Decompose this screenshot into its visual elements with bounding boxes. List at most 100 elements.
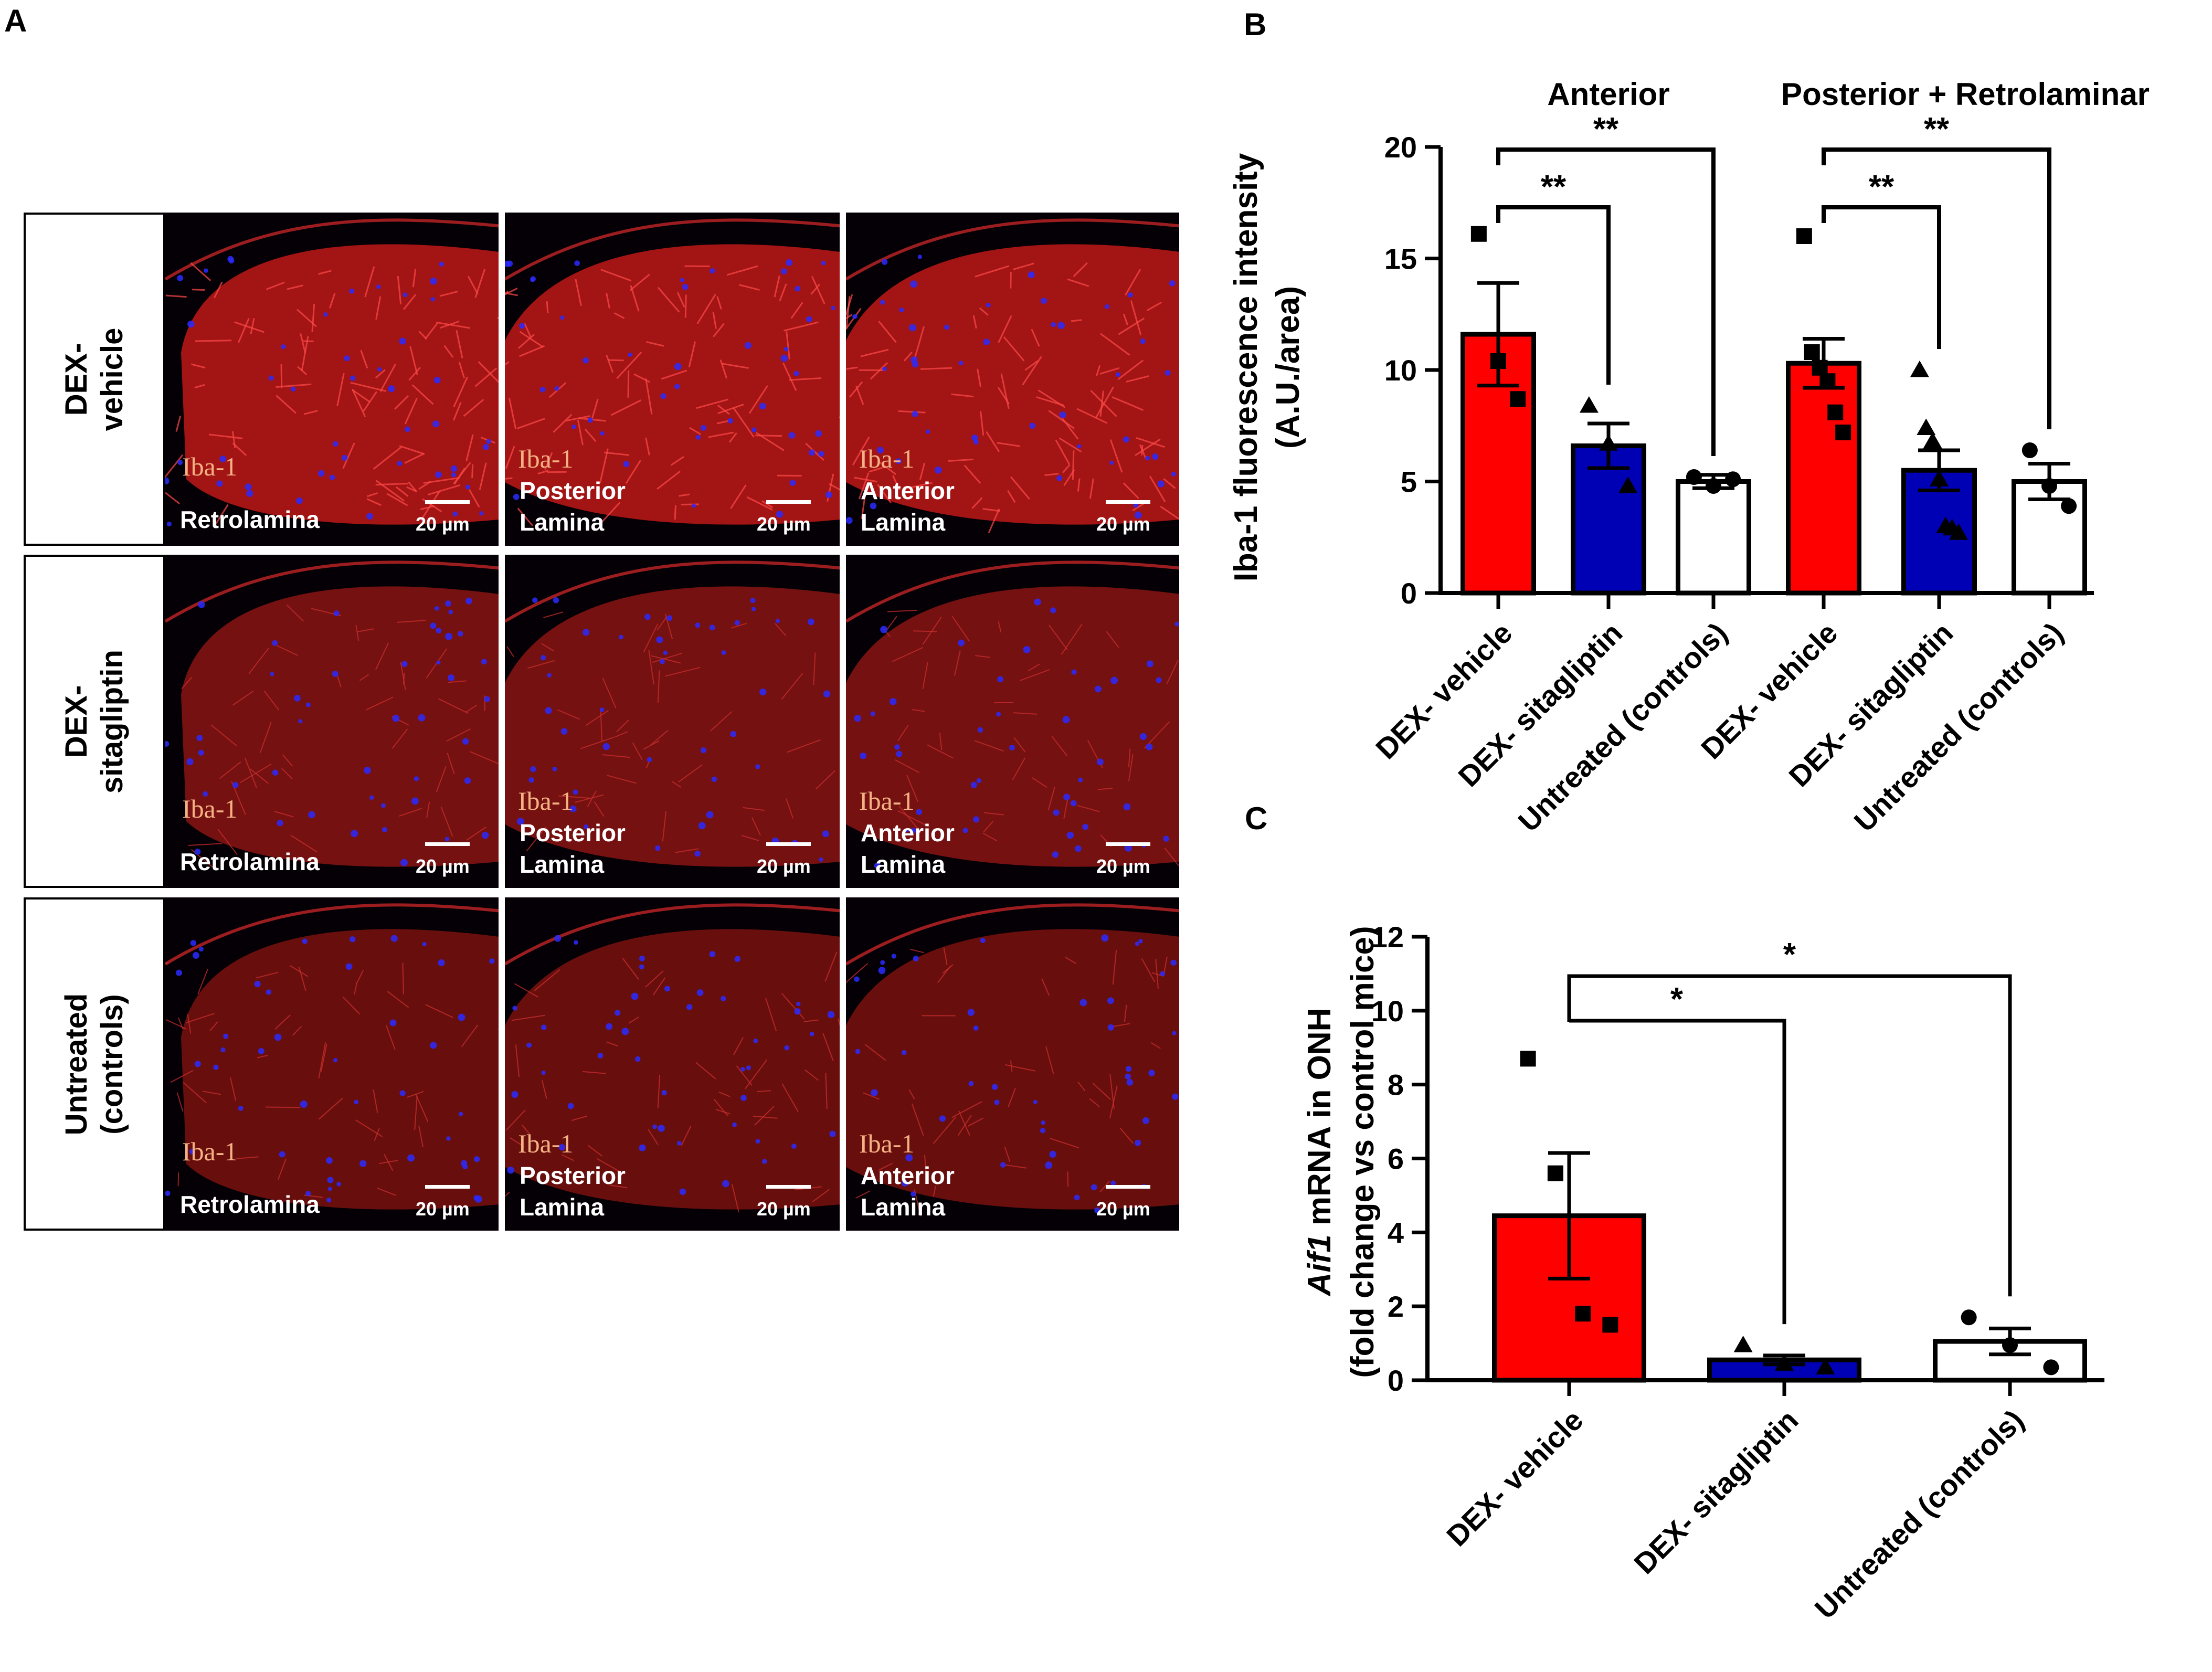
nucleus bbox=[809, 1031, 814, 1036]
nucleus bbox=[615, 1010, 621, 1016]
fiber bbox=[1135, 438, 1161, 457]
fiber bbox=[600, 708, 603, 741]
fiber bbox=[329, 292, 336, 309]
micrograph-tile-r1-c3: Iba-1 Anterior Lamina 20 µm bbox=[846, 213, 1179, 546]
fiber bbox=[627, 371, 630, 398]
nucleus bbox=[823, 690, 831, 698]
fiber bbox=[606, 1041, 618, 1046]
fiber bbox=[403, 673, 405, 685]
nucleus bbox=[658, 1125, 665, 1132]
nucleus bbox=[1057, 322, 1065, 329]
fiber bbox=[855, 386, 864, 405]
fiber bbox=[731, 1184, 739, 1212]
fiber bbox=[657, 617, 667, 631]
fiber bbox=[311, 304, 315, 332]
nucleus bbox=[432, 420, 440, 428]
fiber bbox=[933, 1186, 936, 1197]
fiber bbox=[373, 1089, 378, 1113]
nucleus bbox=[695, 435, 701, 440]
nucleus bbox=[541, 1024, 547, 1030]
nucleus bbox=[1156, 677, 1162, 683]
nucleus bbox=[539, 386, 546, 393]
nucleus bbox=[439, 261, 444, 267]
nucleus bbox=[558, 1144, 566, 1151]
fiber bbox=[519, 345, 545, 357]
nucleus bbox=[818, 451, 824, 457]
micrograph-tile-r3-c3: Iba-1 Anterior Lamina 20 µm bbox=[846, 897, 1179, 1231]
fiber bbox=[1124, 269, 1141, 296]
nucleus bbox=[403, 292, 408, 298]
nucleus bbox=[198, 749, 204, 756]
nucleus bbox=[351, 830, 358, 838]
nucleus bbox=[336, 1181, 341, 1187]
fiber bbox=[861, 486, 867, 520]
fiber bbox=[829, 483, 840, 491]
nucleus bbox=[512, 1006, 517, 1011]
fiber bbox=[1051, 736, 1068, 757]
nucleus bbox=[369, 795, 374, 800]
nucleus bbox=[392, 715, 400, 722]
micrograph-image bbox=[846, 560, 1179, 869]
significance-label: ** bbox=[1593, 111, 1619, 147]
nucleus bbox=[345, 963, 353, 970]
nucleus bbox=[986, 303, 991, 308]
nucleus bbox=[666, 615, 673, 621]
fiber bbox=[377, 1187, 396, 1196]
nucleus bbox=[458, 631, 463, 637]
fiber bbox=[1047, 786, 1055, 811]
fiber bbox=[587, 1145, 602, 1157]
fiber bbox=[998, 621, 1002, 633]
nucleus bbox=[639, 955, 645, 961]
nucleus bbox=[187, 320, 195, 328]
nucleus bbox=[710, 268, 715, 274]
nucleus bbox=[450, 465, 458, 472]
fiber bbox=[465, 434, 474, 462]
fiber bbox=[176, 1092, 184, 1112]
fiber bbox=[399, 808, 422, 817]
nucleus bbox=[1126, 1079, 1134, 1086]
nucleus bbox=[399, 337, 406, 345]
fiber bbox=[286, 604, 304, 622]
nucleus bbox=[917, 255, 923, 259]
fiber bbox=[906, 774, 918, 802]
region-label: Posterior Lamina bbox=[520, 1162, 626, 1221]
fiber bbox=[897, 725, 909, 742]
fiber bbox=[565, 415, 590, 422]
nucleus bbox=[825, 491, 832, 499]
fiber bbox=[606, 354, 614, 373]
fiber bbox=[526, 827, 547, 852]
nucleus bbox=[877, 447, 884, 454]
fiber bbox=[608, 359, 624, 362]
nucleus bbox=[694, 850, 701, 857]
fiber bbox=[544, 452, 553, 470]
nucleus bbox=[597, 1053, 604, 1059]
scale-bar bbox=[1106, 842, 1150, 846]
fiber bbox=[541, 643, 554, 652]
nucleus bbox=[913, 956, 919, 961]
fiber bbox=[849, 381, 863, 398]
micrograph-image bbox=[846, 903, 1179, 1216]
fiber bbox=[717, 404, 744, 415]
nucleus bbox=[411, 797, 419, 805]
nucleus bbox=[976, 778, 982, 784]
fiber bbox=[1099, 1180, 1110, 1192]
fiber bbox=[418, 331, 427, 340]
nucleus bbox=[789, 480, 796, 486]
nucleus bbox=[445, 600, 451, 607]
nucleus bbox=[530, 766, 536, 772]
fiber bbox=[336, 373, 345, 406]
fiber bbox=[234, 321, 264, 333]
significance-label: * bbox=[1783, 937, 1796, 973]
stain-label: Iba-1 bbox=[182, 794, 238, 823]
fiber bbox=[676, 292, 685, 308]
fiber bbox=[733, 1037, 744, 1055]
fiber bbox=[1055, 439, 1071, 465]
nucleus bbox=[530, 276, 536, 282]
nucleus bbox=[458, 1013, 465, 1021]
nucleus bbox=[1045, 1161, 1053, 1169]
fiber bbox=[645, 378, 653, 415]
fiber bbox=[846, 963, 869, 983]
nucleus bbox=[776, 511, 784, 518]
scale-label: 20 µm bbox=[1096, 1198, 1150, 1220]
nucleus bbox=[1165, 369, 1171, 376]
